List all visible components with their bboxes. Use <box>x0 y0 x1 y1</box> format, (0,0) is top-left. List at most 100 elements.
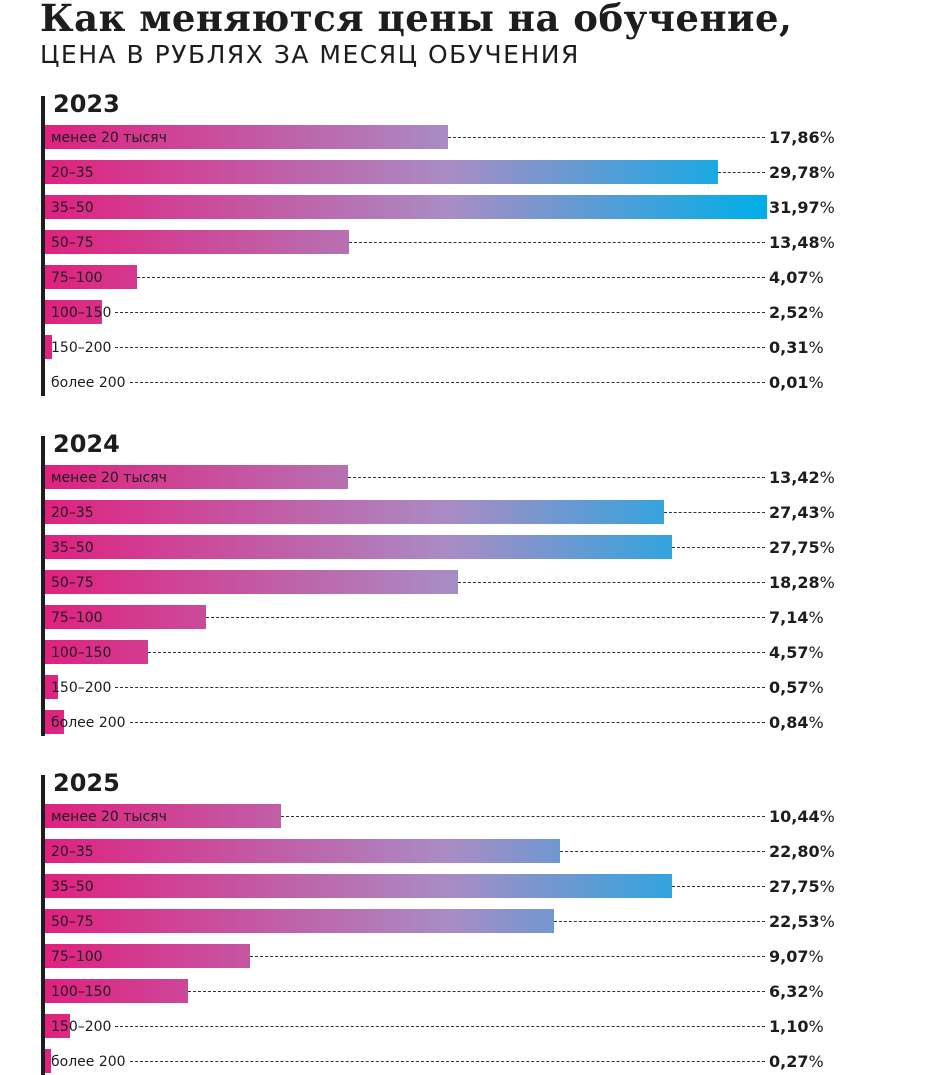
year-2023-bar-7 <box>45 335 52 359</box>
value-number: 17,86 <box>769 128 820 147</box>
year-2024-category-label-6: 100–150 <box>51 645 112 661</box>
chart-title: Как меняются цены на обучение, <box>40 0 793 40</box>
year-2024-axis-line <box>41 436 45 736</box>
year-2024-leader-line-6 <box>148 652 765 653</box>
year-2024-value-label-8: 0,84% <box>769 711 824 735</box>
year-2024-leader-line-2 <box>664 512 765 513</box>
year-2025-bar-5 <box>45 944 250 968</box>
value-number: 0,84 <box>769 713 809 732</box>
year-2025-leader-line-2 <box>559 851 765 852</box>
year-2024-bar-6 <box>45 640 149 664</box>
year-2023-leader-line-2 <box>717 172 765 173</box>
year-2025-value-label-4: 22,53% <box>769 910 835 934</box>
year-2024-leader-line-7 <box>115 687 765 688</box>
value-unit: % <box>819 877 835 896</box>
year-2023-category-label-2: 20–35 <box>51 165 94 181</box>
year-2025-category-label-8: более 200 <box>51 1054 126 1070</box>
value-unit: % <box>819 573 835 592</box>
year-2024-leader-line-8 <box>129 722 765 723</box>
year-2023-leader-line-8 <box>129 382 765 383</box>
year-2023-leader-line-1 <box>448 137 765 138</box>
value-unit: % <box>819 198 835 217</box>
year-2025-category-label-5: 75–100 <box>51 949 103 965</box>
value-unit: % <box>808 338 824 357</box>
value-unit: % <box>808 373 824 392</box>
year-2024-bar-2 <box>45 500 665 524</box>
year-2024-value-label-5: 7,14% <box>769 606 824 630</box>
value-number: 29,78 <box>769 163 820 182</box>
year-2024-label: 2024 <box>53 430 120 458</box>
year-2024-bar-7 <box>45 675 58 699</box>
year-2025-category-label-6: 100–150 <box>51 984 112 1000</box>
value-unit: % <box>808 982 824 1001</box>
value-number: 0,01 <box>769 373 809 392</box>
value-unit: % <box>819 163 835 182</box>
year-2023-bar-2 <box>45 160 718 184</box>
year-2025-bar-7 <box>45 1014 70 1038</box>
year-2025-bar-4 <box>45 909 554 933</box>
value-unit: % <box>819 468 835 487</box>
value-unit: % <box>808 713 824 732</box>
year-2023-bar-5 <box>45 265 137 289</box>
year-2025-leader-line-8 <box>129 1061 765 1062</box>
value-number: 4,57 <box>769 643 809 662</box>
year-2023-bar-3 <box>45 195 767 219</box>
year-2024-leader-line-3 <box>671 547 765 548</box>
year-2024-bar-5 <box>45 605 207 629</box>
year-2024-category-label-5: 75–100 <box>51 610 103 626</box>
chart-subtitle: ЦЕНА В РУБЛЯХ ЗА МЕСЯЦ ОБУЧЕНИЯ <box>40 40 580 69</box>
year-2023-leader-line-7 <box>115 347 765 348</box>
value-unit: % <box>808 1052 824 1071</box>
year-2023-bar-1 <box>45 125 449 149</box>
year-2024-leader-line-5 <box>206 617 765 618</box>
value-unit: % <box>808 678 824 697</box>
year-2025-leader-line-5 <box>249 956 765 957</box>
year-2025-leader-line-7 <box>115 1026 765 1027</box>
year-2024-value-label-3: 27,75% <box>769 536 835 560</box>
year-2023-value-label-1: 17,86% <box>769 126 835 150</box>
year-2025-category-label-4: 50–75 <box>51 914 94 930</box>
value-number: 2,52 <box>769 303 809 322</box>
value-number: 6,32 <box>769 982 809 1001</box>
value-unit: % <box>819 807 835 826</box>
year-2023-leader-line-6 <box>115 312 765 313</box>
value-number: 13,48 <box>769 233 820 252</box>
value-number: 0,57 <box>769 678 809 697</box>
value-unit: % <box>819 842 835 861</box>
year-2023-value-label-6: 2,52% <box>769 301 824 325</box>
year-2025-bar-6 <box>45 979 188 1003</box>
value-number: 22,80 <box>769 842 820 861</box>
value-unit: % <box>808 608 824 627</box>
year-2023-bar-4 <box>45 230 350 254</box>
year-2025-leader-line-4 <box>553 921 765 922</box>
year-2025-leader-line-1 <box>280 816 765 817</box>
year-2024-category-label-8: более 200 <box>51 715 126 731</box>
value-number: 9,07 <box>769 947 809 966</box>
year-2023-value-label-4: 13,48% <box>769 231 835 255</box>
year-2023-value-label-7: 0,31% <box>769 336 824 360</box>
year-2023-category-label-8: более 200 <box>51 375 126 391</box>
year-2025-category-label-2: 20–35 <box>51 844 94 860</box>
value-unit: % <box>819 128 835 147</box>
value-number: 27,75 <box>769 877 820 896</box>
year-2025-bar-3 <box>45 874 672 898</box>
value-number: 31,97 <box>769 198 820 217</box>
year-2023-category-label-3: 35–50 <box>51 200 94 216</box>
value-number: 7,14 <box>769 608 809 627</box>
value-unit: % <box>808 303 824 322</box>
year-2024-category-label-7: 150–200 <box>51 680 112 696</box>
value-number: 4,07 <box>769 268 809 287</box>
year-2024-category-label-4: 50–75 <box>51 575 94 591</box>
year-2024-bar-3 <box>45 535 672 559</box>
year-2025-bar-8 <box>45 1049 52 1073</box>
year-2023-category-label-5: 75–100 <box>51 270 103 286</box>
value-unit: % <box>819 503 835 522</box>
year-2025-leader-line-6 <box>187 991 765 992</box>
year-2024-value-label-1: 13,42% <box>769 466 835 490</box>
value-number: 0,27 <box>769 1052 809 1071</box>
value-number: 22,53 <box>769 912 820 931</box>
year-2023-value-label-3: 31,97% <box>769 196 835 220</box>
year-2023-category-label-7: 150–200 <box>51 340 112 356</box>
year-2024-category-label-3: 35–50 <box>51 540 94 556</box>
